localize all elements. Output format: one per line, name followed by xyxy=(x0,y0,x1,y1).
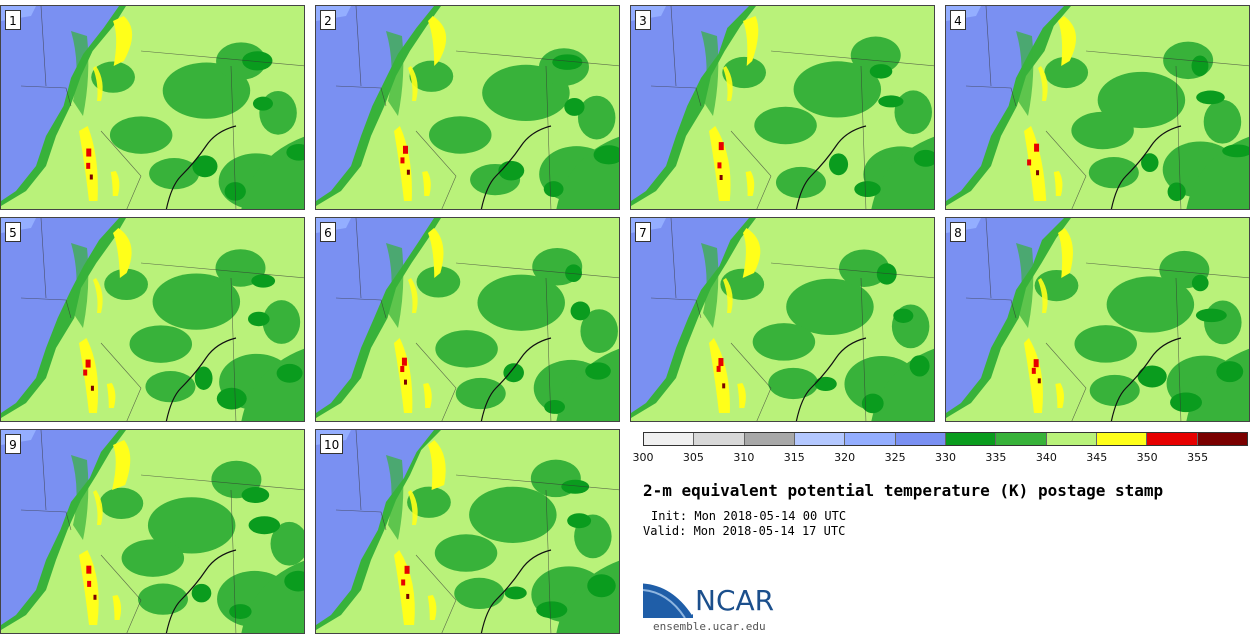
ncar-logo-text: NCAR xyxy=(695,584,775,617)
postage-stamp-panel: 10 xyxy=(315,429,620,634)
postage-stamp-panel: 1 xyxy=(0,5,305,210)
panel-label: 6 xyxy=(320,222,336,242)
colorbar-tick-label: 310 xyxy=(733,451,755,464)
colorbar-tick-label: 330 xyxy=(935,451,956,464)
colorbar-tick-label: 320 xyxy=(834,451,856,464)
colorbar-ticks: 300 305 310 315 320 325 330 335 340 345 350 355 xyxy=(633,451,1248,465)
colorbar-segment xyxy=(1147,433,1198,445)
panel-label: 7 xyxy=(635,222,651,242)
postage-stamp-panel: 5 xyxy=(0,217,305,422)
colorbar-segment xyxy=(996,433,1047,445)
panel-label: 3 xyxy=(635,10,651,30)
init-time: Init: Mon 2018-05-14 00 UTC xyxy=(651,509,847,523)
postage-stamp-panel: 6 xyxy=(315,217,620,422)
colorbar-segment xyxy=(1096,433,1148,445)
colorbar-segment xyxy=(1197,433,1247,445)
colorbar-segment xyxy=(644,433,695,445)
ncar-logo: NCAR ensemble.ucar.edu xyxy=(642,578,803,633)
colorbar-segment xyxy=(1046,433,1097,445)
ncar-url: ensemble.ucar.edu xyxy=(653,620,766,633)
colorbar-tick-label: 355 xyxy=(1187,451,1209,464)
postage-stamp-panel: 4 xyxy=(945,5,1250,210)
postage-stamp-panel: 7 xyxy=(630,217,935,422)
colorbar-tick-label: 300 xyxy=(632,451,654,464)
map-title: 2-m equivalent potential temperature (K)… xyxy=(643,481,1164,500)
postage-stamp-panel: 2 xyxy=(315,5,620,210)
colorbar-segment xyxy=(794,433,846,445)
panel-label: 4 xyxy=(950,10,966,30)
panel-label: 1 xyxy=(5,10,21,30)
postage-stamp-panel: 3 xyxy=(630,5,935,210)
colorbar-tick-label: 345 xyxy=(1086,451,1108,464)
panel-label: 9 xyxy=(5,434,21,454)
colorbar-tick-label: 305 xyxy=(682,451,704,464)
ncar-swoosh-icon xyxy=(642,580,695,619)
panel-label: 2 xyxy=(320,10,336,30)
colorbar-tick-label: 315 xyxy=(783,451,805,464)
colorbar-tick-label: 350 xyxy=(1136,451,1158,464)
colorbar-segment xyxy=(744,433,795,445)
postage-stamp-panel: 9 xyxy=(0,429,305,634)
colorbar-segment xyxy=(895,433,946,445)
colorbar-segment xyxy=(845,433,896,445)
valid-time: Valid: Mon 2018-05-14 17 UTC xyxy=(643,524,846,538)
colorbar-tick-label: 335 xyxy=(985,451,1007,464)
postage-stamp-panel: 8 xyxy=(945,217,1250,422)
colorbar-segment xyxy=(694,433,745,445)
colorbar-segment xyxy=(945,433,997,445)
colorbar-tick-label: 340 xyxy=(1035,451,1057,464)
colorbar-tick-label: 325 xyxy=(884,451,906,464)
panel-label: 8 xyxy=(950,222,966,242)
panel-label: 5 xyxy=(5,222,21,242)
panel-label: 10 xyxy=(320,434,344,454)
colorbar xyxy=(643,432,1248,446)
